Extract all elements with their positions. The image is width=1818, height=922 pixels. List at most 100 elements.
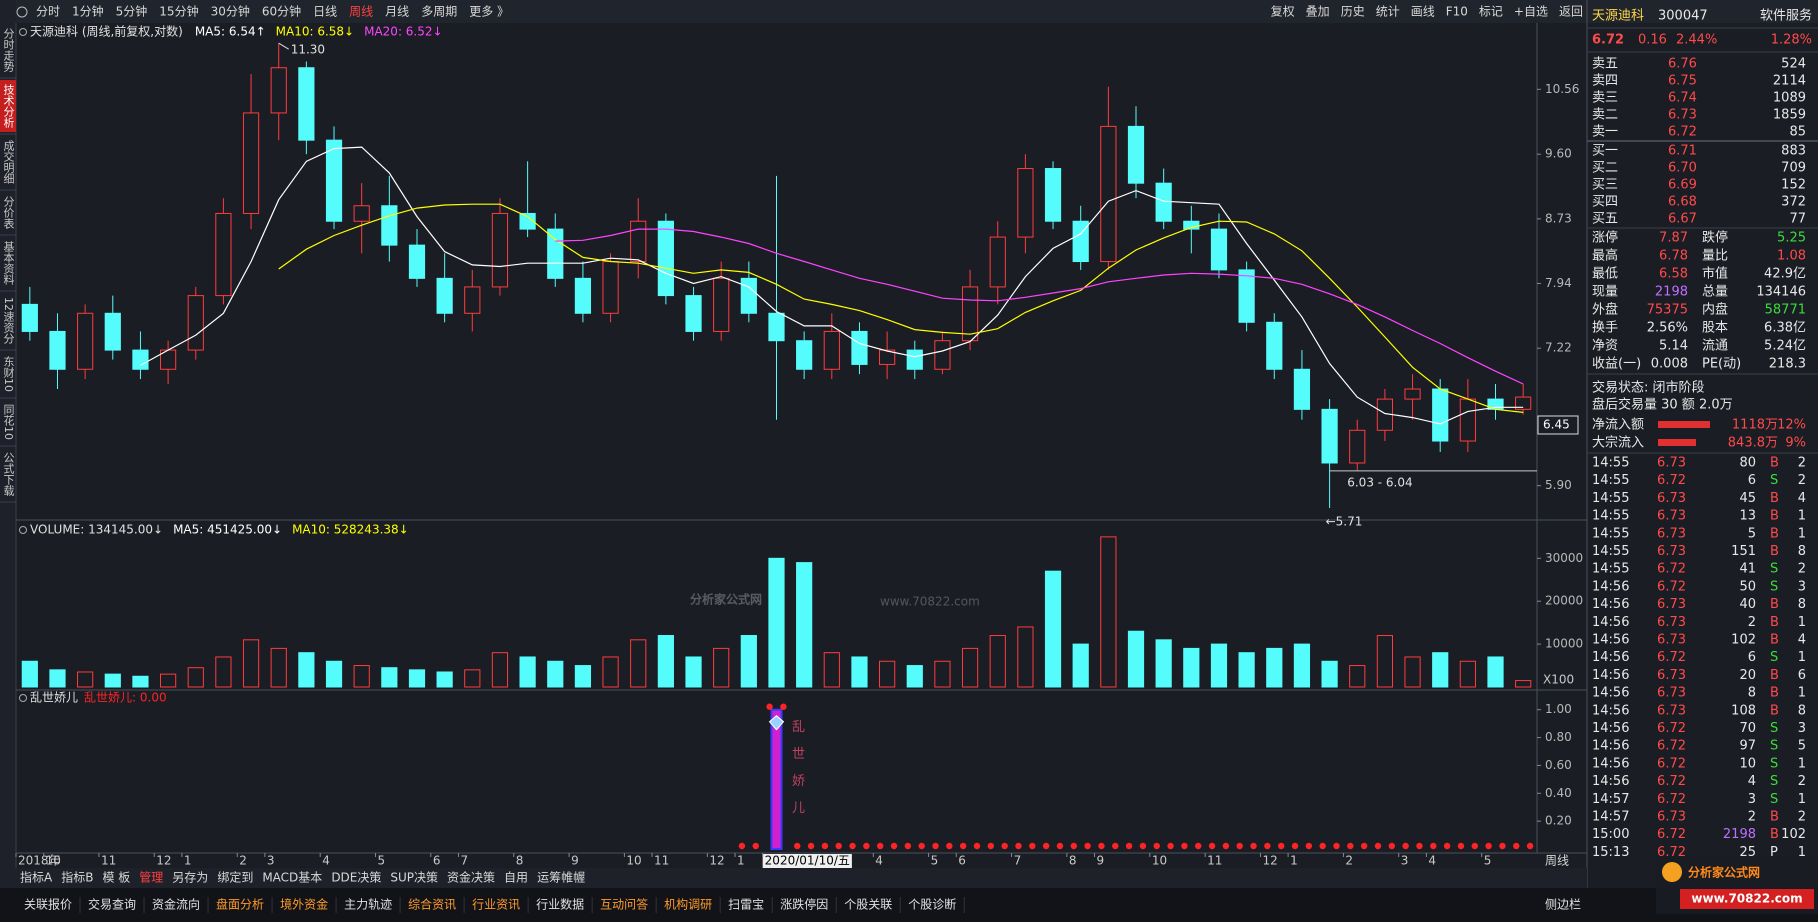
cursor-price-box bbox=[1537, 415, 1579, 435]
status-item[interactable]: 行业资讯 bbox=[472, 898, 520, 912]
candle-body bbox=[436, 277, 453, 314]
trade-count: 4 bbox=[1798, 491, 1806, 506]
status-item[interactable]: 盘面分析 bbox=[216, 897, 264, 912]
trade-side: B bbox=[1770, 703, 1779, 718]
candle-body bbox=[1515, 396, 1532, 410]
status-side[interactable]: 侧边栏 bbox=[1545, 897, 1581, 912]
tool-button[interactable]: 历史 bbox=[1341, 5, 1365, 19]
volume-bar bbox=[1515, 680, 1532, 688]
trade-count: 2 bbox=[1798, 562, 1806, 577]
side-tab[interactable]: 分时走势 bbox=[2, 28, 15, 72]
candle-body bbox=[713, 277, 730, 332]
period-tab[interactable]: 15分钟 bbox=[159, 4, 198, 19]
signal-dot bbox=[1277, 842, 1285, 850]
tool-button[interactable]: 标记 bbox=[1479, 5, 1503, 19]
period-tab[interactable]: 60分钟 bbox=[262, 4, 301, 19]
status-item[interactable]: 互动问答 bbox=[600, 897, 648, 912]
trade-side: B bbox=[1770, 615, 1779, 630]
indicator-tab[interactable]: 资金决策 bbox=[447, 870, 495, 885]
period-tab[interactable]: 30分钟 bbox=[211, 4, 250, 19]
tool-button[interactable]: +自选 bbox=[1514, 5, 1548, 19]
indicator-tab[interactable]: SUP决策 bbox=[390, 871, 438, 885]
logo-text: 分析家公式网 bbox=[1688, 865, 1760, 880]
indicator-tab[interactable]: 运筹帷幄 bbox=[537, 870, 585, 885]
legend-item: MA10: 528243.38↓ bbox=[292, 523, 409, 537]
period-tab[interactable]: 更多 》 bbox=[469, 5, 509, 19]
tool-button[interactable]: 复权 bbox=[1271, 5, 1295, 19]
tool-button[interactable]: 返回 bbox=[1559, 5, 1583, 19]
side-tab[interactable]: 同花10 bbox=[2, 404, 15, 440]
indicator-tab[interactable]: 指标B bbox=[61, 870, 93, 885]
y-tick-label: 0.40 bbox=[1545, 786, 1572, 800]
trade-time: 14:55 bbox=[1592, 456, 1629, 471]
period-tab[interactable]: 分时 bbox=[36, 5, 60, 19]
status-item[interactable]: 境外资金 bbox=[280, 897, 328, 912]
x-tick-label: 1 bbox=[737, 854, 745, 868]
candle-body bbox=[796, 340, 813, 370]
trade-count: 1 bbox=[1798, 756, 1806, 771]
indicator-tab[interactable]: 管理 bbox=[139, 870, 163, 885]
indicator-tab[interactable]: MACD基本 bbox=[262, 871, 322, 885]
signal-dot bbox=[1015, 842, 1022, 850]
tool-button[interactable]: 统计 bbox=[1376, 5, 1400, 19]
status-item[interactable]: 扫雷宝 bbox=[728, 898, 764, 912]
indicator-tab[interactable]: 指标A bbox=[20, 870, 53, 885]
flow-amount: 843.8万 bbox=[1728, 436, 1778, 451]
signal-dot bbox=[1319, 842, 1326, 850]
side-tab[interactable]: 技术分析 bbox=[2, 84, 15, 129]
candle-body bbox=[1404, 388, 1421, 400]
status-item[interactable]: 个股关联 bbox=[844, 898, 892, 912]
period-tab[interactable]: 月线 bbox=[385, 5, 409, 19]
stat-value: 218.3 bbox=[1769, 357, 1806, 372]
period-tab[interactable]: 日线 bbox=[313, 5, 337, 19]
status-item[interactable]: 主力轨迹 bbox=[344, 898, 392, 912]
tool-button[interactable]: F10 bbox=[1446, 5, 1468, 19]
status-item[interactable]: 行业数据 bbox=[536, 897, 584, 912]
volume-bar bbox=[1210, 643, 1228, 688]
indicator-tab[interactable]: 模 板 bbox=[102, 871, 130, 885]
period-tab[interactable]: 5分钟 bbox=[116, 4, 148, 19]
indicator-tab[interactable]: 自用 bbox=[504, 871, 528, 885]
volume-bar bbox=[353, 665, 370, 688]
tool-button[interactable]: 叠加 bbox=[1306, 5, 1330, 19]
status-item[interactable]: 交易查询 bbox=[88, 897, 136, 912]
trade-count: 1 bbox=[1798, 509, 1806, 524]
x-tick-label: 12 bbox=[156, 854, 171, 868]
trade-time: 14:56 bbox=[1592, 668, 1629, 683]
logo-url: www.70822.com bbox=[1691, 892, 1802, 906]
trade-count: 3 bbox=[1798, 721, 1806, 736]
tool-button[interactable]: 画线 bbox=[1411, 5, 1435, 19]
candle-body bbox=[132, 349, 149, 370]
signal-dot bbox=[1250, 842, 1257, 850]
y-tick-label: 0.20 bbox=[1545, 814, 1572, 828]
y-tick-label: 7.22 bbox=[1545, 341, 1572, 355]
period-tab[interactable]: 周线 bbox=[349, 5, 373, 19]
trade-count: 2 bbox=[1798, 473, 1806, 488]
side-tab[interactable]: 12速资分 bbox=[2, 297, 15, 344]
side-tab[interactable]: 分价表 bbox=[2, 196, 15, 230]
trade-volume: 3 bbox=[1748, 792, 1756, 807]
status-item[interactable]: 综合资讯 bbox=[408, 897, 456, 912]
period-tab[interactable]: 1分钟 bbox=[72, 4, 104, 19]
period-tab[interactable]: 多周期 bbox=[421, 5, 457, 19]
indicator-tab[interactable]: DDE决策 bbox=[331, 871, 381, 885]
side-tab[interactable]: 公式下载 bbox=[2, 452, 15, 496]
indicator-tab[interactable]: 另存为 bbox=[172, 871, 208, 885]
status-item[interactable]: 个股诊断 bbox=[908, 897, 956, 912]
volume-bar bbox=[657, 635, 674, 688]
status-item[interactable]: 资金流向 bbox=[152, 897, 200, 912]
x-tick-label: 5 bbox=[1484, 854, 1492, 868]
signal-dot bbox=[1084, 842, 1091, 850]
order-volume: 1859 bbox=[1773, 108, 1806, 123]
side-tab[interactable]: 成交明细 bbox=[2, 140, 15, 184]
price-pct: 2.44% bbox=[1676, 33, 1717, 48]
side-tab[interactable]: 基本资料 bbox=[2, 241, 15, 286]
status-item[interactable]: 机构调研 bbox=[664, 897, 712, 912]
trade-count: 1 bbox=[1798, 686, 1806, 701]
status-item[interactable]: 关联报价 bbox=[24, 897, 72, 912]
volume-bar bbox=[381, 667, 398, 688]
status-item[interactable]: 涨跌停因 bbox=[780, 897, 828, 912]
indicator-tab[interactable]: 绑定到 bbox=[217, 870, 253, 885]
side-tab[interactable]: 东财10 bbox=[2, 356, 15, 392]
stat-label: 流通 bbox=[1702, 339, 1728, 354]
